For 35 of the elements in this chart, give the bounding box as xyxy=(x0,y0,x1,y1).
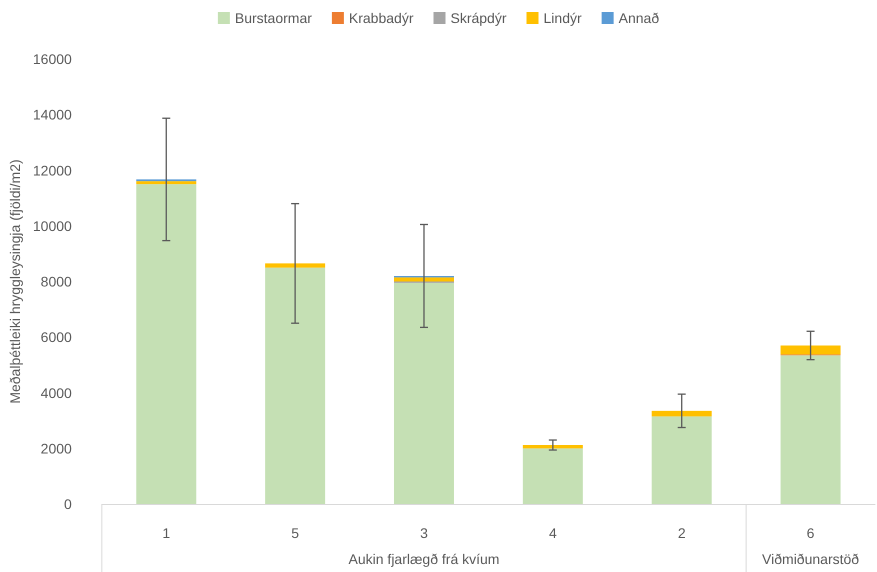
y-tick-label: 16000 xyxy=(32,51,72,67)
bar xyxy=(136,181,196,184)
bar xyxy=(394,282,454,504)
legend-label: Skrápdýr xyxy=(450,10,507,26)
legend-label: Lindýr xyxy=(544,10,582,26)
y-tick-label: 14000 xyxy=(32,106,72,123)
text: Viðmiðunarstöð xyxy=(762,551,860,567)
x-tick-label: 6 xyxy=(806,525,815,541)
y-tick-label: 0 xyxy=(64,496,72,512)
x-tick-label: 1 xyxy=(162,525,170,541)
legend-label: Burstaormar xyxy=(234,10,312,26)
y-tick-label: 12000 xyxy=(32,162,72,178)
x-tick-label: 4 xyxy=(548,525,557,541)
y-tick-label: 4000 xyxy=(40,384,72,401)
bar xyxy=(265,263,326,268)
legend-label: Krabbadýr xyxy=(348,10,414,26)
bar xyxy=(652,410,712,416)
x-tick-label: 3 xyxy=(420,525,428,541)
y-tick-label: 8000 xyxy=(40,274,72,290)
legend-label: Annað xyxy=(618,10,660,26)
bar xyxy=(780,355,841,504)
bar xyxy=(522,448,583,504)
bar xyxy=(265,268,326,504)
y-tick-label: 10000 xyxy=(32,218,72,234)
bar xyxy=(652,416,712,504)
bar xyxy=(136,184,196,504)
y-tick-label: 6000 xyxy=(40,329,72,346)
y-tick-label: 2000 xyxy=(40,440,72,456)
bar xyxy=(522,445,583,448)
bar xyxy=(780,345,841,354)
x-tick-label: 2 xyxy=(678,525,686,541)
x-tick-label: 5 xyxy=(291,525,300,541)
y-axis-title: Meðalþéttleiki hryggleysingja (fjöldi/m2) xyxy=(7,159,23,404)
text: Aukin fjarlægð frá kvíum xyxy=(348,551,500,567)
bar xyxy=(394,277,454,282)
